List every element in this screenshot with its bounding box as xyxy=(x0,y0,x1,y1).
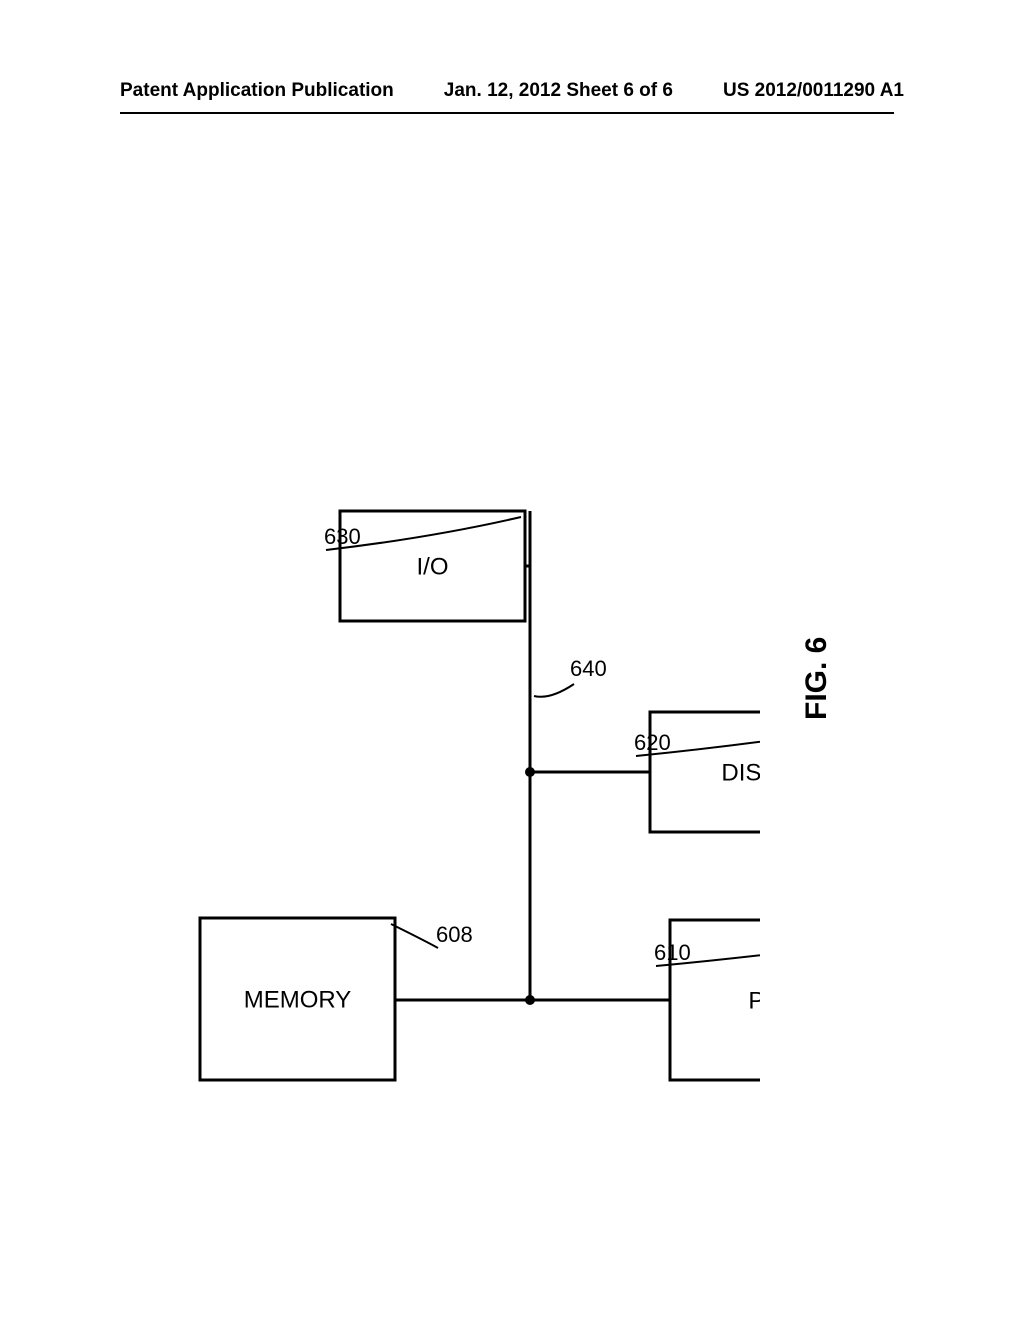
svg-text:PROCESSOR: PROCESSOR xyxy=(748,987,760,1014)
svg-text:608: 608 xyxy=(436,922,473,947)
svg-text:MEMORY: MEMORY xyxy=(244,986,352,1013)
svg-text:640: 640 xyxy=(570,656,607,681)
svg-text:630: 630 xyxy=(324,524,361,549)
svg-text:I/O: I/O xyxy=(416,553,448,580)
svg-text:DISPLAY: DISPLAY xyxy=(721,759,760,786)
header-left: Patent Application Publication xyxy=(120,80,394,102)
header-center: Jan. 12, 2012 Sheet 6 of 6 xyxy=(444,80,673,102)
figure-area: PROCESSOR610DISPLAYUNIT620I/O630MEMORY60… xyxy=(140,180,760,1100)
block-diagram: PROCESSOR610DISPLAYUNIT620I/O630MEMORY60… xyxy=(140,180,760,1100)
svg-text:620: 620 xyxy=(634,730,671,755)
page-header: Patent Application Publication Jan. 12, … xyxy=(0,80,1024,102)
header-right: US 2012/0011290 A1 xyxy=(723,80,904,102)
page: Patent Application Publication Jan. 12, … xyxy=(0,0,1024,1320)
svg-text:610: 610 xyxy=(654,940,691,965)
header-rule xyxy=(120,112,894,114)
figure-caption: FIG. 6 xyxy=(800,637,834,720)
